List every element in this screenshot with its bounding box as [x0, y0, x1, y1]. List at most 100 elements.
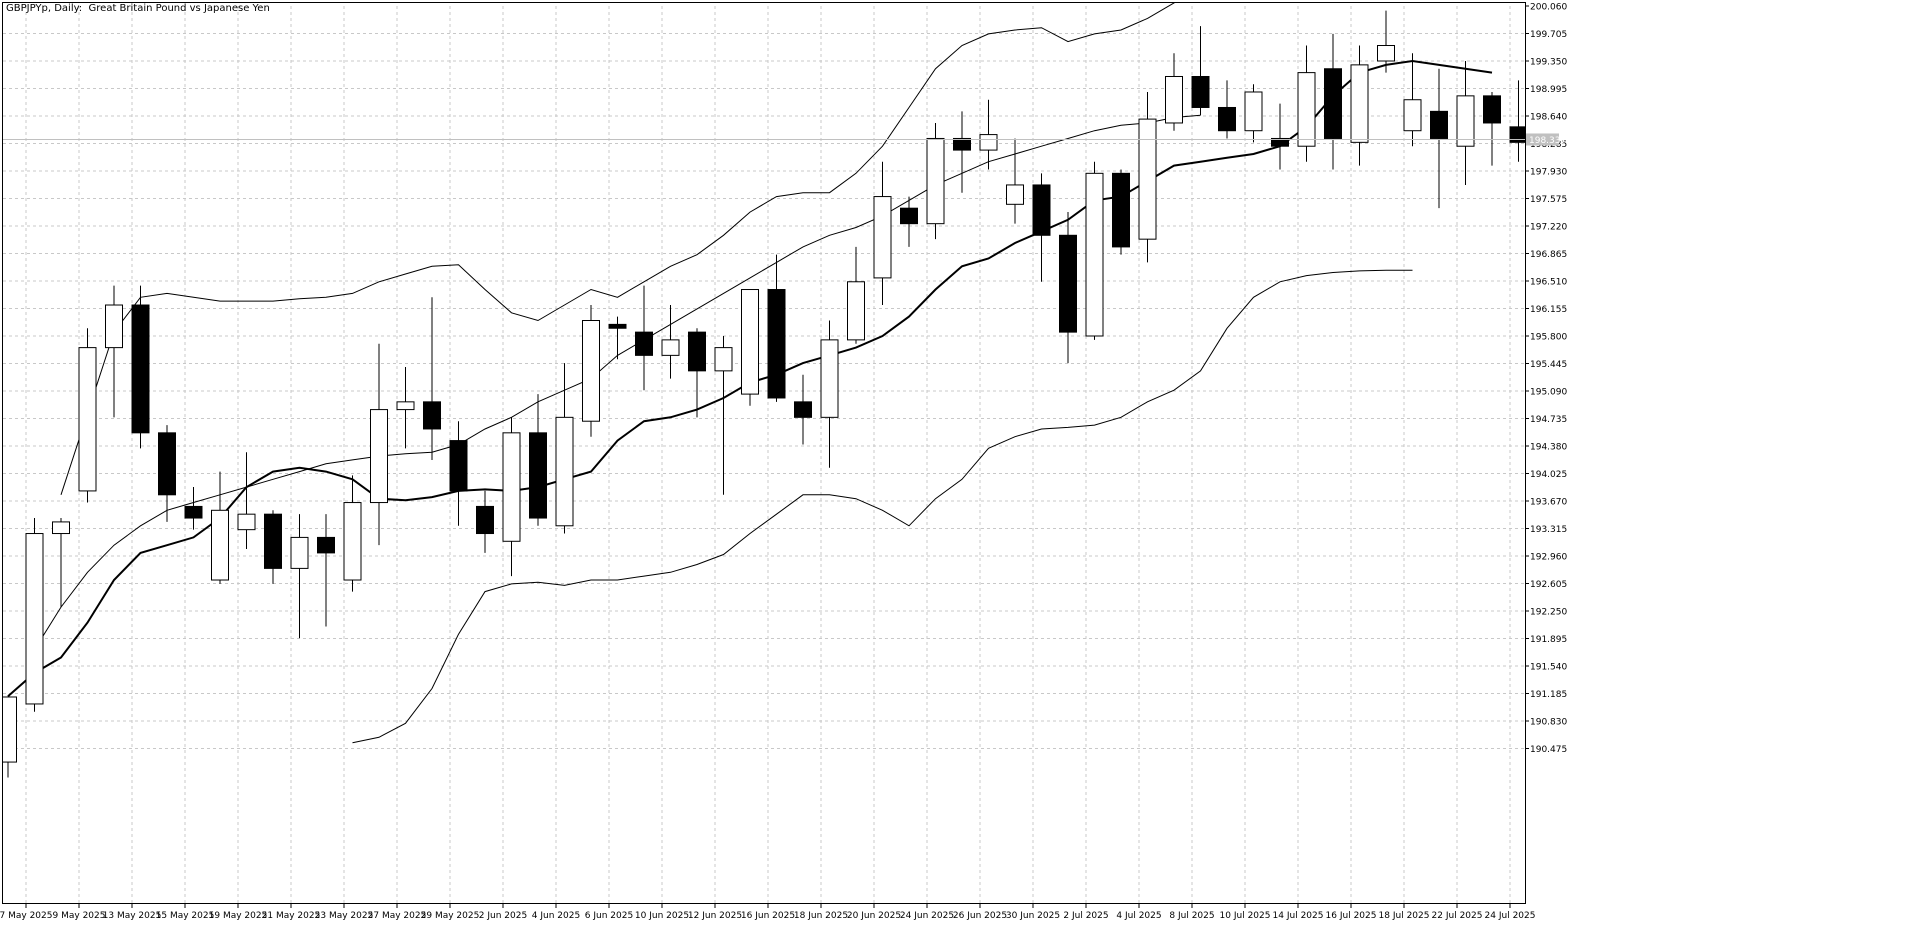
x-tick-label: 29 May 2025 [421, 911, 480, 921]
middle-band-line [34, 114, 1201, 650]
lower-band-line [352, 269, 1413, 744]
candle [370, 343, 388, 546]
y-tick-label: 198.995 [1530, 85, 1567, 95]
chart-title: GBPJPYp, Daily: Great Britain Pound vs J… [6, 3, 270, 14]
candle-body-bullish [290, 536, 309, 569]
x-tick-label: 16 Jun 2025 [741, 911, 795, 921]
symbol-description: Great Britain Pound vs Japanese Yen [88, 3, 270, 14]
candle-body-bearish [449, 440, 468, 492]
candle [794, 374, 812, 445]
y-axis-ticks: 200.060199.705199.350198.995198.640198.2… [1525, 3, 1567, 755]
x-tick-label: 12 Jun 2025 [688, 911, 742, 921]
y-tick-label: 200.060 [1530, 3, 1567, 13]
candle [1483, 91, 1501, 166]
candle [158, 425, 176, 522]
candle-body-bearish [1509, 126, 1525, 143]
x-tick-label: 4 Jul 2025 [1116, 911, 1161, 921]
y-tick-label: 192.960 [1530, 553, 1567, 563]
candle-body-bearish [184, 505, 203, 519]
candle-body-bullish [396, 401, 415, 411]
upper-band-line [60, 2, 1177, 495]
x-tick-label: 2 Jun 2025 [479, 911, 527, 921]
current-price-tag-label: 198.337 [1529, 136, 1566, 146]
x-tick-label: 27 May 2025 [368, 911, 427, 921]
candle [900, 196, 918, 247]
candle [343, 475, 362, 592]
candle [1350, 45, 1369, 166]
candle-body-bullish [1006, 184, 1024, 205]
candle-body-bullish [78, 347, 97, 492]
candle [635, 285, 653, 391]
candle-body-bullish [237, 513, 256, 531]
axes [2, 2, 1526, 904]
candle [1324, 33, 1342, 170]
candle-body-bearish [608, 323, 627, 329]
x-tick-label: 26 Jun 2025 [953, 911, 1007, 921]
x-tick-label: 24 Jul 2025 [1485, 911, 1536, 921]
y-tick-label: 194.380 [1530, 443, 1567, 453]
candle-body-bearish [131, 304, 150, 434]
candle [502, 417, 521, 577]
candle-body-bullish [343, 502, 362, 581]
y-tick-label: 191.895 [1530, 635, 1567, 645]
y-tick-label: 194.025 [1530, 470, 1567, 480]
y-tick-label: 199.350 [1530, 58, 1567, 68]
y-tick-label: 196.155 [1530, 305, 1567, 315]
candle [1218, 80, 1236, 139]
grid-lines [3, 6, 1525, 904]
x-tick-label: 9 May 2025 [53, 911, 106, 921]
x-tick-label: 8 Jul 2025 [1169, 911, 1214, 921]
candle [1430, 68, 1448, 209]
candle-body-bearish [529, 432, 547, 519]
candle-body-bearish [317, 536, 335, 554]
candle [1377, 10, 1395, 73]
y-tick-label: 193.670 [1530, 498, 1567, 508]
candle-body-bullish [1403, 99, 1422, 132]
candle [1456, 61, 1475, 185]
symbol-label: GBPJPYp, Daily: [6, 3, 83, 14]
candle-body-bullish [555, 416, 574, 527]
x-tick-label: 2 Jul 2025 [1063, 911, 1108, 921]
candle-body-bullish [1085, 172, 1104, 337]
x-tick-label: 16 Jul 2025 [1326, 911, 1377, 921]
y-tick-label: 191.540 [1530, 663, 1567, 673]
y-tick-label: 197.575 [1530, 195, 1567, 205]
x-tick-label: 10 Jul 2025 [1220, 911, 1271, 921]
candle-body-bullish [370, 409, 388, 504]
candle-body-bullish [661, 339, 680, 356]
candle [688, 328, 706, 418]
candle-body-bearish [1059, 234, 1077, 333]
y-tick-label: 197.220 [1530, 223, 1567, 233]
candle [3, 696, 17, 778]
candle-body-bearish [1324, 68, 1342, 139]
candle-body-bullish [1350, 64, 1369, 143]
candle-body-bullish [847, 281, 865, 341]
candle-body-bearish [900, 207, 918, 225]
candle [661, 305, 680, 379]
candle-body-bullish [1244, 91, 1263, 132]
candle-body-bearish [1271, 137, 1289, 147]
y-tick-label: 196.865 [1530, 250, 1567, 260]
candle [741, 289, 759, 406]
candle [926, 122, 945, 240]
plot-frame [2, 2, 1526, 904]
candle-body-bullish [926, 137, 945, 225]
candle [1191, 26, 1210, 116]
candle [608, 316, 627, 360]
candle-body-bullish [873, 196, 892, 279]
y-tick-label: 199.705 [1530, 30, 1567, 40]
candle [1271, 103, 1289, 170]
candle-body-bullish [1297, 72, 1316, 147]
candle-body-bullish [714, 347, 733, 372]
y-tick-label: 192.605 [1530, 580, 1567, 590]
candle [873, 161, 892, 306]
candle [1059, 212, 1077, 364]
candle [1165, 53, 1183, 131]
candle [423, 297, 441, 460]
current-price-tag-bg [1526, 133, 1559, 146]
candle [582, 305, 600, 437]
x-tick-label: 7 May 2025 [0, 911, 52, 921]
